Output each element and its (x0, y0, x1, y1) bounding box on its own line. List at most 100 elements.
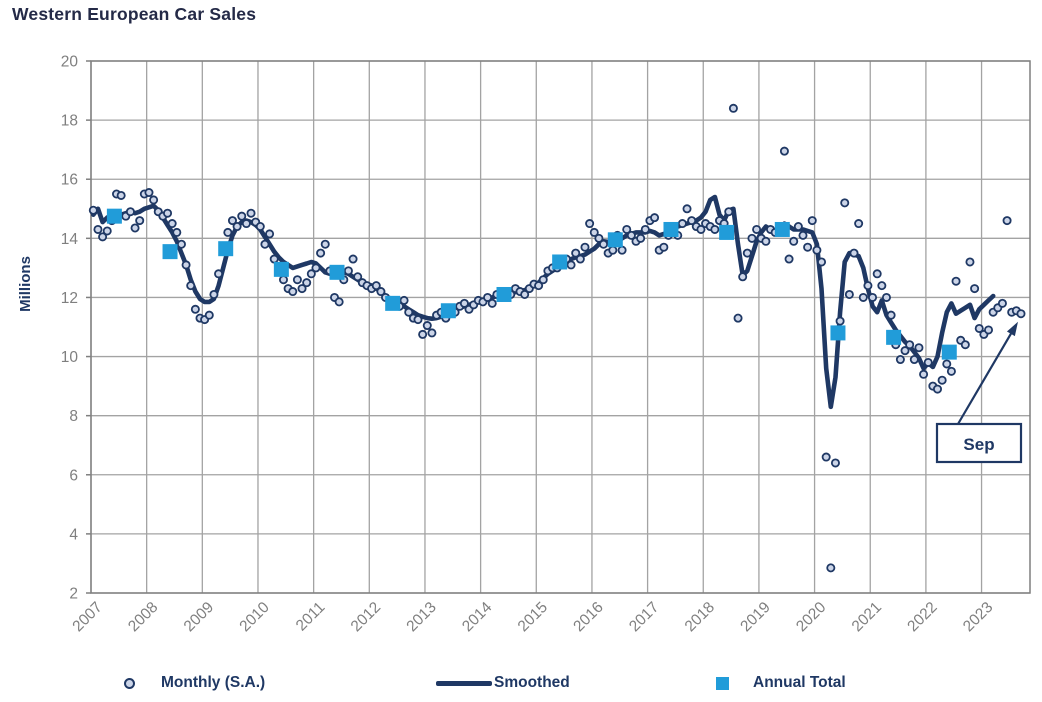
monthly-dot (640, 224, 650, 234)
monthly-dot (622, 224, 632, 234)
monthly-dot (858, 292, 868, 302)
monthly-dot (974, 323, 984, 333)
monthly-dot (125, 207, 135, 217)
plot-border (90, 60, 1031, 594)
annual-square (440, 303, 456, 319)
monthly-dot (854, 219, 864, 229)
monthly-dot (246, 208, 256, 218)
monthly-dot (520, 289, 530, 299)
monthly-dot (320, 239, 330, 249)
monthly-dot (747, 233, 757, 243)
annual-square (607, 232, 623, 248)
annual-square (719, 224, 735, 240)
monthly-dot (186, 281, 196, 291)
x-tick-label: 2015 (515, 599, 551, 635)
annual-square (218, 241, 234, 257)
monthly-dot (241, 219, 251, 229)
annual-square (886, 329, 902, 345)
x-tick-label: 2011 (293, 599, 329, 635)
monthly-dot (311, 263, 321, 273)
y-tick-label: 14 (61, 231, 79, 248)
monthly-dot (830, 458, 840, 468)
monthly-dot (288, 287, 298, 297)
monthly-dot (872, 269, 882, 279)
monthly-dot (237, 211, 247, 221)
monthly-dot (98, 232, 108, 242)
monthly-dot (116, 190, 126, 200)
y-tick-label: 16 (61, 172, 78, 189)
monthly-dot (149, 195, 159, 205)
monthly-dot (710, 224, 720, 234)
legend-label-smoothed: Smoothed (494, 674, 570, 691)
monthly-dot (204, 310, 214, 320)
monthly-dot (172, 227, 182, 237)
monthly-dot (144, 188, 154, 198)
monthly-dot (404, 307, 414, 317)
monthly-dot (960, 340, 970, 350)
legend-label-monthly: Monthly (S.A.) (161, 674, 266, 691)
annual-marker-icon (716, 676, 729, 690)
monthly-dot (728, 103, 738, 113)
monthly-dot (589, 227, 599, 237)
monthly-dot (102, 226, 112, 236)
monthly-dot (733, 313, 743, 323)
x-tick-label: 2022 (904, 599, 940, 635)
monthly-dot (617, 245, 627, 255)
monthly-dot (789, 236, 799, 246)
monthly-dot (181, 260, 191, 270)
monthly-dot (868, 292, 878, 302)
monthly-dot (807, 216, 817, 226)
monthly-dot (163, 208, 173, 218)
monthly-dot (812, 245, 822, 255)
x-tick-label: 2020 (793, 599, 830, 636)
monthly-dot (840, 198, 850, 208)
monthly-dot (724, 207, 734, 217)
y-tick-label: 12 (61, 290, 78, 307)
monthly-dot (881, 292, 891, 302)
monthly-dot (413, 315, 423, 325)
monthly-dot (937, 375, 947, 385)
y-tick-label: 18 (61, 113, 78, 130)
monthly-dot (636, 233, 646, 243)
annual-square (385, 295, 401, 311)
annual-square (552, 254, 568, 270)
monthly-dot (932, 384, 942, 394)
monthly-dot (427, 328, 437, 338)
monthly-dot (209, 289, 219, 299)
legend-label-annual: Annual Total (753, 674, 846, 691)
monthly-dot (608, 245, 618, 255)
annual-square (941, 344, 957, 360)
monthly-dot (292, 275, 302, 285)
monthly-dot (886, 310, 896, 320)
y-tick-label: 2 (69, 586, 78, 603)
monthly-dot (793, 222, 803, 232)
monthly-dot (909, 355, 919, 365)
annual-square (774, 221, 790, 237)
monthly-dot (223, 227, 233, 237)
x-tick-label: 2007 (69, 599, 105, 635)
x-tick-label: 2009 (181, 599, 217, 635)
x-tick-label: 2013 (403, 599, 439, 635)
monthly-dot (575, 254, 585, 264)
monthly-dot (399, 295, 409, 305)
monthly-dot (826, 563, 836, 573)
annual-square (663, 221, 679, 237)
monthly-dot (353, 272, 363, 282)
x-tick-label: 2023 (960, 599, 996, 635)
monthly-dot (970, 284, 980, 294)
x-tick-label: 2008 (125, 599, 161, 635)
annual-square (273, 261, 289, 277)
monthly-dot (682, 204, 692, 214)
monthly-dot (278, 275, 288, 285)
monthly-dot (483, 292, 493, 302)
monthly-dot (88, 205, 98, 215)
monthly-dot (738, 272, 748, 282)
annual-square (162, 244, 178, 260)
annual-square (496, 286, 512, 302)
x-tick-label: 2021 (849, 599, 885, 635)
monthly-dot (580, 242, 590, 252)
sep-annotation-arrowhead (1006, 321, 1018, 337)
monthly-dot (798, 230, 808, 240)
monthly-dot (260, 239, 270, 249)
monthly-dot (93, 224, 103, 234)
